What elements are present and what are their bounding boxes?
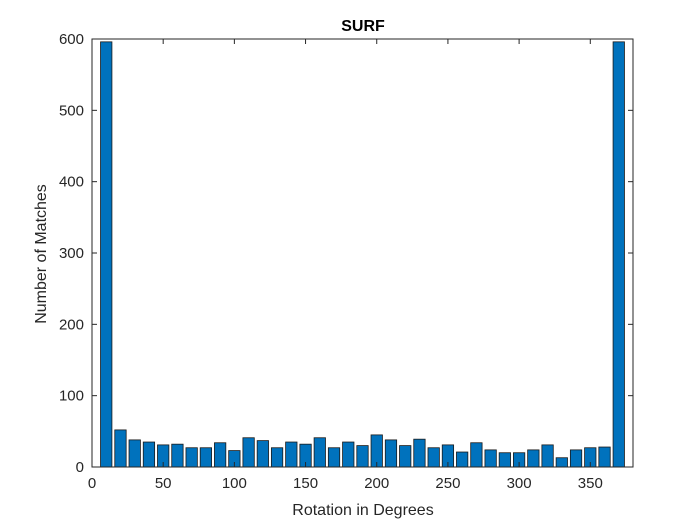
y-tick-label: 0 bbox=[76, 459, 84, 476]
y-tick-label: 400 bbox=[59, 174, 84, 191]
x-axis-label: Rotation in Degrees bbox=[292, 502, 433, 519]
bar bbox=[128, 439, 141, 468]
bar bbox=[171, 443, 184, 468]
bar bbox=[242, 437, 255, 468]
y-tick-label: 100 bbox=[59, 388, 84, 405]
axes-box bbox=[91, 38, 634, 468]
y-tick-label: 600 bbox=[59, 31, 84, 48]
bar bbox=[456, 451, 469, 468]
bar bbox=[142, 441, 156, 468]
bar bbox=[427, 447, 440, 468]
x-tick-label: 50 bbox=[155, 475, 172, 492]
x-tick-label: 300 bbox=[507, 475, 532, 492]
bar bbox=[356, 445, 369, 468]
bar bbox=[285, 441, 298, 468]
x-tick-label: 250 bbox=[435, 475, 460, 492]
bar bbox=[327, 447, 341, 468]
y-axis-label: Number of Matches bbox=[33, 184, 50, 324]
x-tick-label: 350 bbox=[578, 475, 603, 492]
bar bbox=[214, 442, 227, 468]
x-tick-label: 150 bbox=[293, 475, 318, 492]
y-tick-label: 500 bbox=[59, 102, 84, 119]
chart-title: SURF bbox=[341, 18, 385, 35]
bar bbox=[484, 449, 497, 468]
bar bbox=[384, 439, 398, 468]
bar bbox=[270, 447, 284, 468]
bar bbox=[256, 440, 269, 468]
plot-area: 0 50 100 150 200 250 300 350 0 100 200 300 400 500 600 bbox=[59, 31, 634, 492]
bar bbox=[527, 449, 540, 468]
bar bbox=[342, 441, 355, 468]
bar bbox=[313, 437, 326, 468]
bar bbox=[199, 447, 212, 468]
bar bbox=[399, 445, 412, 468]
x-tick-label: 100 bbox=[222, 475, 247, 492]
bar bbox=[541, 444, 554, 468]
x-tick-label: 200 bbox=[364, 475, 389, 492]
bar bbox=[612, 41, 625, 468]
bar bbox=[569, 449, 583, 468]
bar bbox=[100, 41, 113, 468]
bar bbox=[555, 457, 568, 468]
bar bbox=[114, 429, 127, 468]
bar bbox=[413, 438, 426, 468]
y-tick-label: 300 bbox=[59, 245, 84, 262]
bar bbox=[470, 442, 483, 468]
bar bbox=[185, 447, 198, 468]
bar bbox=[598, 446, 611, 468]
bar bbox=[498, 452, 511, 468]
y-tick-label: 200 bbox=[59, 316, 84, 333]
x-tick-label: 0 bbox=[88, 475, 96, 492]
